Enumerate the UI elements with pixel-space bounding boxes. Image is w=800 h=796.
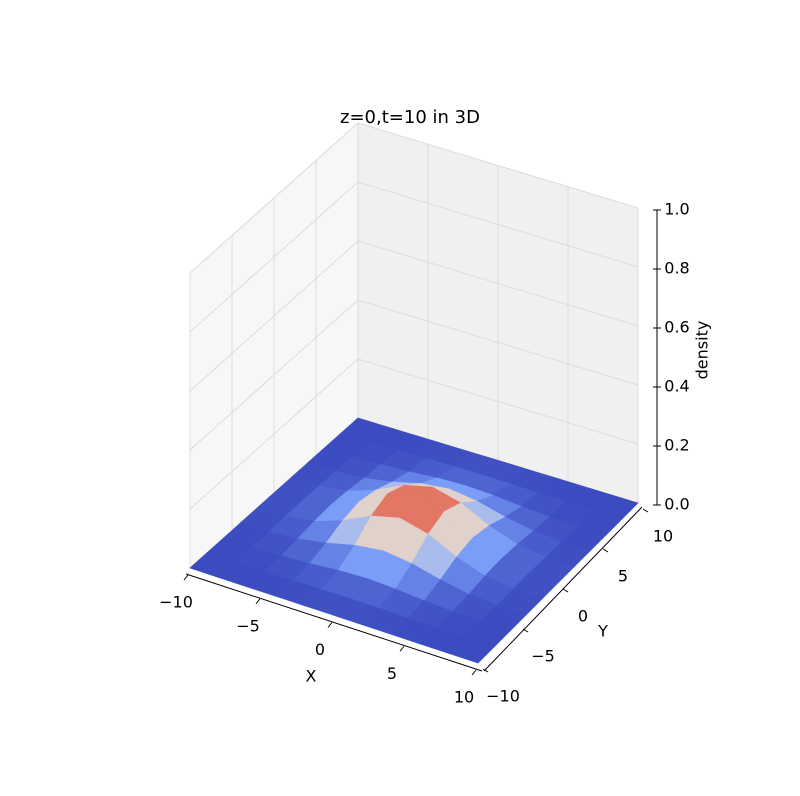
grid-line	[357, 181, 639, 268]
x-axis-line	[185, 573, 483, 672]
x-tick-label: −10	[159, 593, 193, 612]
x-tick	[399, 645, 405, 652]
z-tick-label: 0.8	[664, 259, 689, 278]
x-tick-label: 0	[315, 640, 325, 659]
grid-line	[189, 181, 359, 333]
z-axis-label: density	[693, 321, 712, 380]
y-tick	[602, 548, 609, 553]
grid-line	[189, 299, 359, 451]
grid-line	[189, 358, 359, 510]
x-tick-label: −5	[236, 616, 260, 635]
y-tick-label: 5	[618, 567, 628, 586]
x-tick-label: 10	[454, 688, 474, 707]
grid-line	[189, 122, 359, 274]
x-tick	[327, 622, 333, 628]
grid-line	[357, 299, 639, 386]
y-tick	[482, 668, 489, 673]
x-tick	[183, 574, 189, 581]
y-tick-label: 10	[653, 527, 673, 546]
z-tick-label: 0.0	[664, 495, 689, 514]
y-tick-label: −10	[486, 687, 520, 706]
x-axis-label: X	[306, 667, 317, 686]
chart-title: z=0,t=10 in 3D	[340, 107, 480, 128]
grid-line	[357, 240, 639, 327]
z-tick-label: 0.6	[664, 318, 689, 337]
grid-line	[189, 240, 359, 392]
surface-patch	[448, 637, 495, 664]
x-tick	[255, 598, 261, 605]
z-tick-label: 1.0	[664, 200, 689, 219]
y-axis-label: Y	[597, 622, 608, 641]
grid-line	[357, 358, 639, 445]
x-tick	[471, 669, 477, 676]
grid-line	[357, 122, 639, 209]
y-tick	[522, 628, 529, 633]
y-tick-label: −5	[531, 647, 555, 666]
z-tick-label: 0.4	[664, 377, 689, 396]
y-tick	[562, 588, 569, 593]
y-tick	[642, 508, 649, 513]
z-tick-label: 0.2	[664, 436, 689, 455]
y-tick-label: 0	[578, 607, 588, 626]
x-tick-label: 5	[387, 664, 397, 683]
